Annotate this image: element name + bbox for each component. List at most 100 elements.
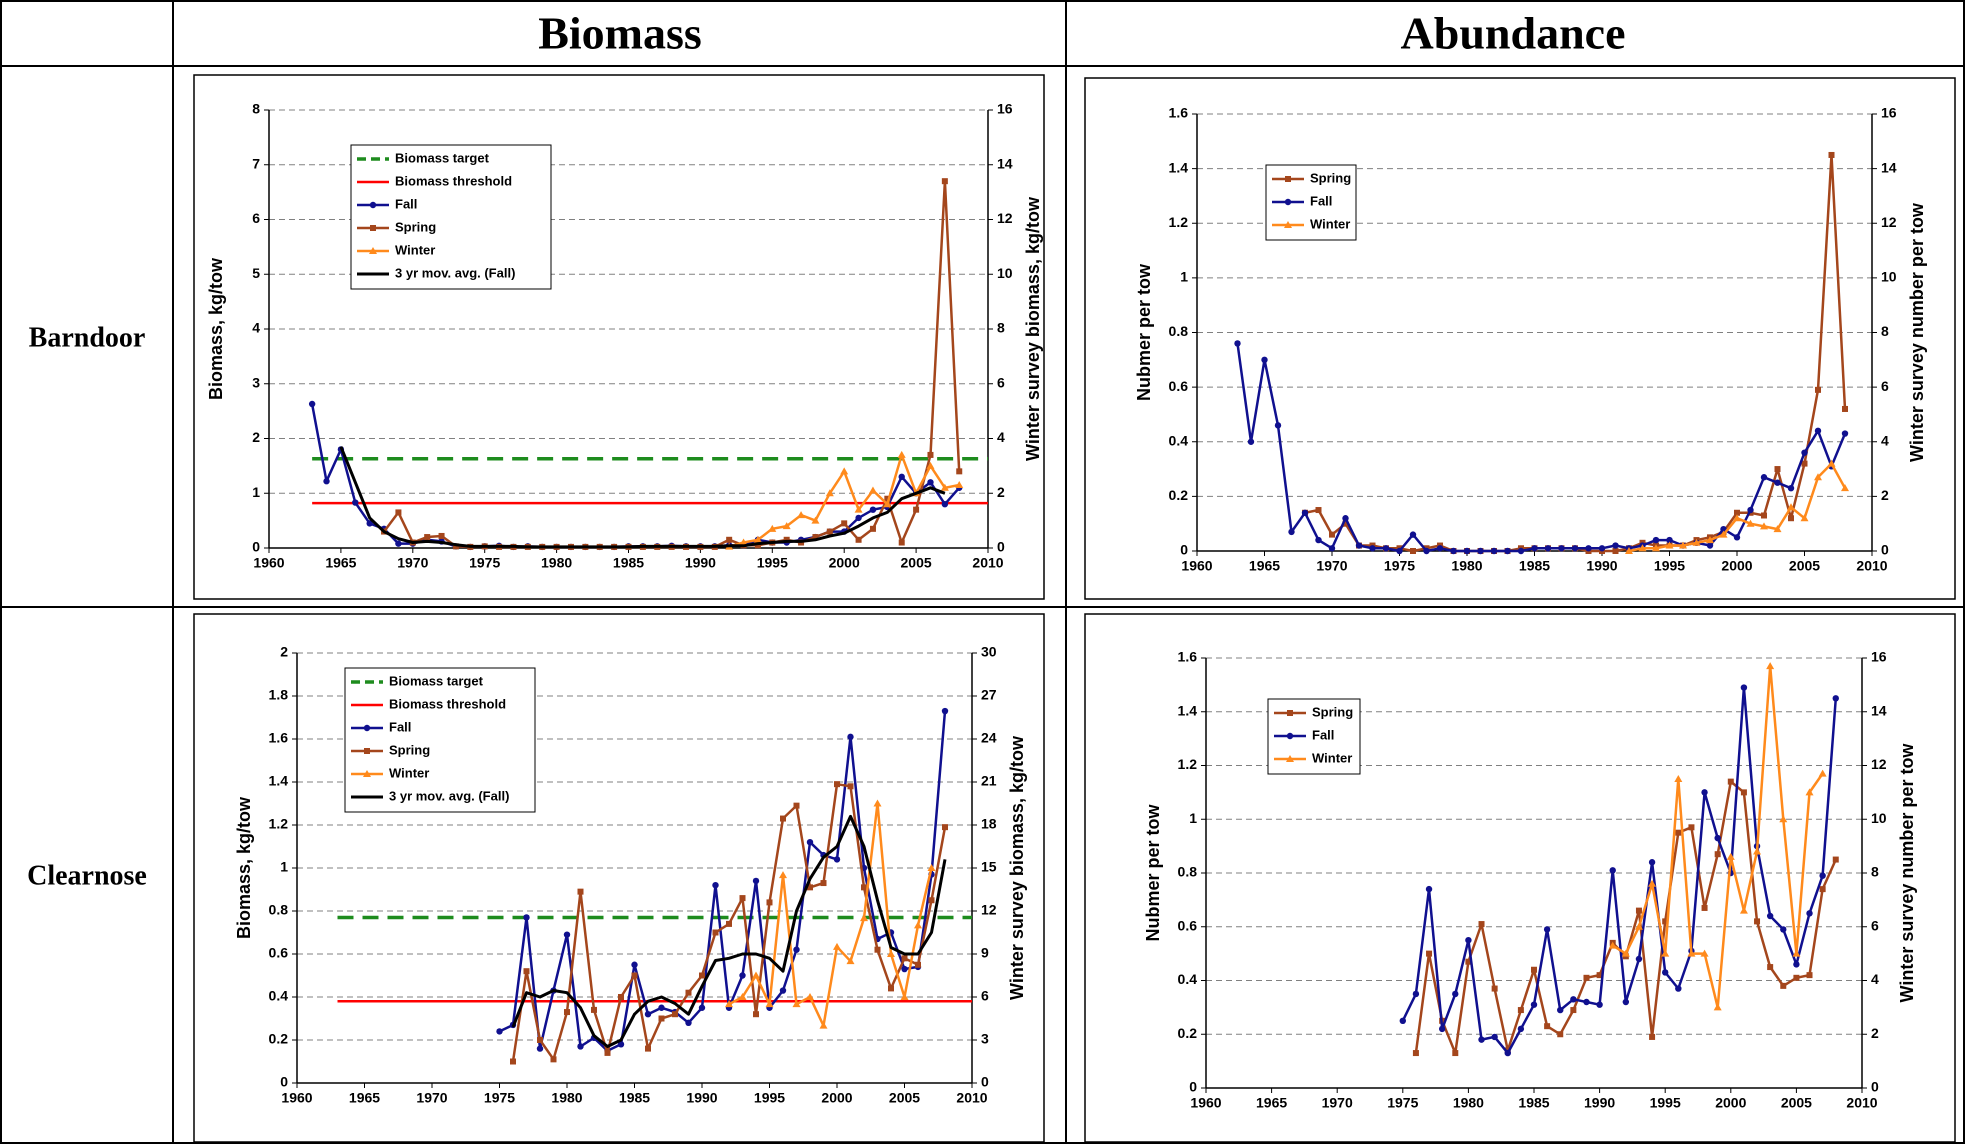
point <box>452 543 459 550</box>
column-header: Abundance <box>1401 8 1626 59</box>
point <box>1284 198 1292 206</box>
x-tick-label: 1995 <box>757 555 788 571</box>
y2-tick-label: 16 <box>1881 105 1897 121</box>
point <box>768 524 777 532</box>
point <box>1570 996 1577 1003</box>
point <box>1465 936 1472 944</box>
point <box>1766 912 1774 920</box>
point <box>913 506 920 513</box>
y-axis-title: Nubmer per tow <box>1134 263 1154 401</box>
series-line <box>498 710 947 1053</box>
point <box>1842 405 1848 412</box>
point <box>369 201 377 209</box>
point <box>855 536 862 543</box>
point <box>1652 544 1660 552</box>
point <box>658 1015 665 1022</box>
y2-tick-label: 18 <box>981 816 997 832</box>
legend-box <box>344 667 536 813</box>
point <box>846 957 855 965</box>
point <box>1625 547 1633 554</box>
chart-frame <box>1084 613 1956 1143</box>
point <box>1774 466 1781 473</box>
point <box>1596 972 1603 979</box>
point <box>1438 1025 1446 1033</box>
point <box>1706 542 1714 549</box>
point <box>739 895 746 902</box>
point <box>1780 982 1787 989</box>
chart-frame <box>193 613 1045 1143</box>
point <box>766 899 773 906</box>
point <box>1612 542 1619 549</box>
y-tick-label: 1.6 <box>1178 649 1198 665</box>
x-tick-label: 1975 <box>1387 1095 1418 1111</box>
y2-tick-label: 10 <box>1871 810 1887 826</box>
row-header: Barndoor <box>29 322 146 353</box>
point <box>1531 545 1538 552</box>
legend-label: Fall <box>1312 727 1334 742</box>
point <box>1247 438 1255 445</box>
point <box>1612 548 1619 554</box>
point <box>1399 1017 1407 1025</box>
point <box>1701 789 1708 796</box>
y2-tick-label: 4 <box>997 429 1005 445</box>
chart-frame <box>193 74 1045 600</box>
y2-tick-label: 6 <box>997 374 1005 390</box>
point <box>1828 151 1835 158</box>
point <box>617 1041 625 1048</box>
y2-axis-title: Winter survey biomass, kg/tow <box>1007 735 1027 1000</box>
point <box>1674 774 1683 782</box>
point <box>782 522 791 530</box>
y-tick-label: 0.6 <box>1178 917 1198 933</box>
point <box>1727 778 1734 785</box>
legend-box <box>1265 164 1357 241</box>
point <box>1661 949 1670 957</box>
point <box>897 450 906 458</box>
point <box>1793 961 1800 968</box>
point <box>1747 506 1754 514</box>
point <box>898 473 905 481</box>
legend-label: 3 yr mov. avg. (Fall) <box>389 788 509 803</box>
y-tick-label: 7 <box>252 155 260 171</box>
point <box>1692 538 1701 546</box>
point <box>1818 769 1827 777</box>
point <box>1662 969 1669 976</box>
y2-tick-label: 2 <box>1881 487 1889 503</box>
x-tick-label: 2000 <box>829 555 860 571</box>
y2-tick-label: 4 <box>1881 432 1889 448</box>
y2-axis-title: Winter survey number per tow <box>1897 743 1917 1003</box>
point <box>577 888 584 895</box>
point <box>644 1011 652 1018</box>
point <box>1801 460 1808 467</box>
y2-tick-label: 0 <box>981 1074 989 1090</box>
point <box>956 468 963 475</box>
point <box>1531 966 1537 973</box>
y2-tick-label: 12 <box>997 210 1013 226</box>
point <box>536 1045 544 1052</box>
y2-tick-label: 6 <box>1871 917 1879 933</box>
point <box>812 534 819 541</box>
point <box>1558 545 1565 552</box>
point <box>1583 998 1590 1006</box>
point <box>927 479 934 486</box>
y-tick-label: 6 <box>252 210 260 226</box>
point <box>1701 904 1708 911</box>
legend-label: Fall <box>389 719 411 734</box>
point <box>685 989 692 996</box>
point <box>712 882 719 889</box>
point <box>1596 1001 1603 1008</box>
point <box>855 514 862 522</box>
x-tick-label: 2010 <box>956 1090 987 1106</box>
legend-label: Winter <box>395 242 435 257</box>
x-tick-label: 1995 <box>1654 558 1685 574</box>
point <box>604 1049 611 1056</box>
point <box>1284 221 1292 228</box>
point <box>928 897 935 904</box>
x-tick-label: 1980 <box>1453 1095 1484 1111</box>
point <box>1800 514 1809 522</box>
point <box>672 1011 678 1018</box>
point <box>1740 789 1747 796</box>
y-tick-label: 1.2 <box>1178 756 1198 772</box>
point <box>884 495 891 502</box>
point <box>510 1058 516 1065</box>
point <box>1713 1003 1722 1011</box>
